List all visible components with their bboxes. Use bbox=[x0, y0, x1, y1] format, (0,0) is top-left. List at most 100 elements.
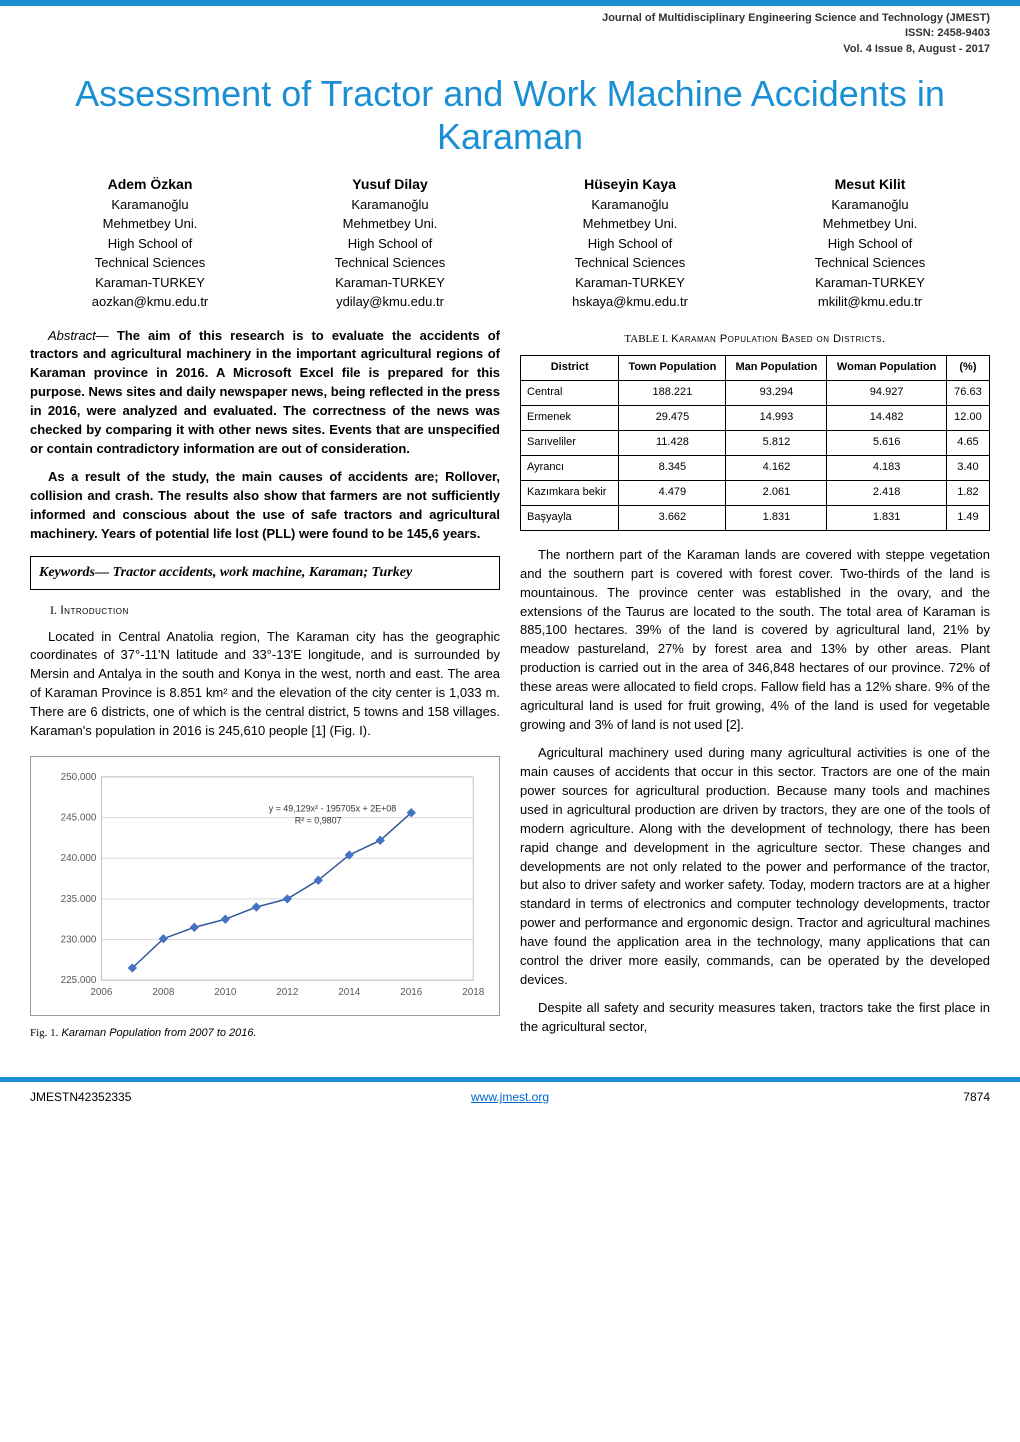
table-row: Sarıveliler11.4285.8125.6164.65 bbox=[521, 431, 990, 456]
svg-text:225.000: 225.000 bbox=[61, 975, 97, 986]
author-affil: High School of bbox=[750, 234, 990, 254]
table-cell: 14.482 bbox=[827, 406, 947, 431]
right-p2: Agricultural machinery used during many … bbox=[520, 744, 990, 989]
table-cell: 11.428 bbox=[619, 431, 726, 456]
abstract-label: Abstract— bbox=[48, 328, 109, 343]
table-cell: Central bbox=[521, 381, 619, 406]
table-cell: 29.475 bbox=[619, 406, 726, 431]
population-chart: 225.000230.000235.000240.000245.000250.0… bbox=[30, 756, 500, 1016]
author-4: Mesut Kilit Karamanoğlu Mehmetbey Uni. H… bbox=[750, 174, 990, 312]
journal-header: Journal of Multidisciplinary Engineering… bbox=[0, 6, 1020, 67]
keywords-label: Keywords— bbox=[39, 565, 109, 580]
table-cell: Ermenek bbox=[521, 406, 619, 431]
right-column: TABLE I. Karaman Population Based on Dis… bbox=[520, 327, 990, 1048]
paper-title: Assessment of Tractor and Work Machine A… bbox=[30, 72, 990, 158]
author-email: ydilay@kmu.edu.tr bbox=[270, 292, 510, 312]
table-header-row: District Town Population Man Population … bbox=[521, 356, 990, 381]
fig-num: Fig. 1. bbox=[30, 1027, 58, 1039]
col-man-pop: Man Population bbox=[726, 356, 827, 381]
table-cell: Sarıveliler bbox=[521, 431, 619, 456]
author-affil: Technical Sciences bbox=[510, 253, 750, 273]
page-footer: JMESTN42352335 www.jmest.org 7874 bbox=[0, 1082, 1020, 1112]
table-row: Başyayla3.6621.8311.8311.49 bbox=[521, 506, 990, 531]
author-affil: Technical Sciences bbox=[30, 253, 270, 273]
table-cell: 76.63 bbox=[946, 381, 989, 406]
author-affil: Karaman-TURKEY bbox=[30, 273, 270, 293]
author-affil: Karamanoğlu bbox=[510, 195, 750, 215]
svg-text:2016: 2016 bbox=[400, 987, 423, 998]
svg-text:R² = 0,9807: R² = 0,9807 bbox=[295, 815, 342, 825]
svg-text:2014: 2014 bbox=[338, 987, 361, 998]
col-woman-pop: Woman Population bbox=[827, 356, 947, 381]
author-affil: Mehmetbey Uni. bbox=[510, 214, 750, 234]
keywords-box: Keywords— Tractor accidents, work machin… bbox=[30, 556, 500, 590]
table-cell: 5.812 bbox=[726, 431, 827, 456]
svg-text:y = 49,129x² - 195705x + 2E+08: y = 49,129x² - 195705x + 2E+08 bbox=[269, 803, 397, 813]
table-cell: 14.993 bbox=[726, 406, 827, 431]
table-cell: 3.662 bbox=[619, 506, 726, 531]
section-num: I. bbox=[50, 603, 57, 617]
col-district: District bbox=[521, 356, 619, 381]
abstract-p1: The aim of this research is to evaluate … bbox=[30, 328, 500, 456]
abstract: Abstract— The aim of this research is to… bbox=[30, 327, 500, 459]
col-town-pop: Town Population bbox=[619, 356, 726, 381]
table-cell: 1.82 bbox=[946, 481, 989, 506]
table-cell: 1.49 bbox=[946, 506, 989, 531]
author-name: Hüseyin Kaya bbox=[510, 174, 750, 195]
left-column: Abstract— The aim of this research is to… bbox=[30, 327, 500, 1048]
svg-text:2018: 2018 bbox=[462, 987, 485, 998]
svg-text:230.000: 230.000 bbox=[61, 934, 97, 945]
author-affil: High School of bbox=[30, 234, 270, 254]
author-affil: Karamanoğlu bbox=[30, 195, 270, 215]
right-p1: The northern part of the Karaman lands a… bbox=[520, 546, 990, 734]
section-title: Introduction bbox=[60, 603, 128, 617]
table-cell: 1.831 bbox=[827, 506, 947, 531]
table-cell: 4.162 bbox=[726, 456, 827, 481]
author-affil: Karamanoğlu bbox=[270, 195, 510, 215]
svg-text:235.000: 235.000 bbox=[61, 893, 97, 904]
table-cell: 3.40 bbox=[946, 456, 989, 481]
table-cell: Kazımkara bekir bbox=[521, 481, 619, 506]
author-3: Hüseyin Kaya Karamanoğlu Mehmetbey Uni. … bbox=[510, 174, 750, 312]
two-column-content: Abstract— The aim of this research is to… bbox=[0, 327, 1020, 1048]
author-name: Mesut Kilit bbox=[750, 174, 990, 195]
footer-link[interactable]: www.jmest.org bbox=[350, 1090, 670, 1104]
table-cell: 93.294 bbox=[726, 381, 827, 406]
svg-text:240.000: 240.000 bbox=[61, 853, 97, 864]
author-affil: Karaman-TURKEY bbox=[750, 273, 990, 293]
table-title: Karaman Population Based on Districts. bbox=[671, 333, 885, 345]
table-cell: 4.183 bbox=[827, 456, 947, 481]
table-num: TABLE I. bbox=[624, 333, 668, 345]
fig-text: Karaman Population from 2007 to 2016. bbox=[62, 1027, 257, 1039]
journal-name: Journal of Multidisciplinary Engineering… bbox=[30, 11, 990, 26]
section-1-heading: I. Introduction bbox=[50, 602, 500, 619]
table-cell: 2.418 bbox=[827, 481, 947, 506]
abstract-p2: As a result of the study, the main cause… bbox=[30, 468, 500, 543]
author-email: hskaya@kmu.edu.tr bbox=[510, 292, 750, 312]
right-p3: Despite all safety and security measures… bbox=[520, 999, 990, 1037]
author-affil: Technical Sciences bbox=[750, 253, 990, 273]
table-cell: 12.00 bbox=[946, 406, 989, 431]
chart-svg: 225.000230.000235.000240.000245.000250.0… bbox=[41, 767, 489, 1005]
author-name: Yusuf Dilay bbox=[270, 174, 510, 195]
author-1: Adem Özkan Karamanoğlu Mehmetbey Uni. Hi… bbox=[30, 174, 270, 312]
journal-issn: ISSN: 2458-9403 bbox=[30, 26, 990, 41]
author-email: mkilit@kmu.edu.tr bbox=[750, 292, 990, 312]
svg-text:2008: 2008 bbox=[152, 987, 175, 998]
author-affil: Karamanoğlu bbox=[750, 195, 990, 215]
footer-paper-id: JMESTN42352335 bbox=[30, 1090, 350, 1104]
svg-text:250.000: 250.000 bbox=[61, 771, 97, 782]
svg-text:2012: 2012 bbox=[276, 987, 299, 998]
table1-caption: TABLE I. Karaman Population Based on Dis… bbox=[520, 332, 990, 348]
svg-text:2010: 2010 bbox=[214, 987, 237, 998]
districts-table: District Town Population Man Population … bbox=[520, 355, 990, 531]
table-row: Central188.22193.29494.92776.63 bbox=[521, 381, 990, 406]
keywords-text: Tractor accidents, work machine, Karaman… bbox=[113, 565, 413, 580]
table-cell: 1.831 bbox=[726, 506, 827, 531]
table-cell: 4.479 bbox=[619, 481, 726, 506]
table-row: Kazımkara bekir4.4792.0612.4181.82 bbox=[521, 481, 990, 506]
intro-paragraph: Located in Central Anatolia region, The … bbox=[30, 628, 500, 741]
table-cell: 94.927 bbox=[827, 381, 947, 406]
footer-page-num: 7874 bbox=[670, 1090, 990, 1104]
author-2: Yusuf Dilay Karamanoğlu Mehmetbey Uni. H… bbox=[270, 174, 510, 312]
